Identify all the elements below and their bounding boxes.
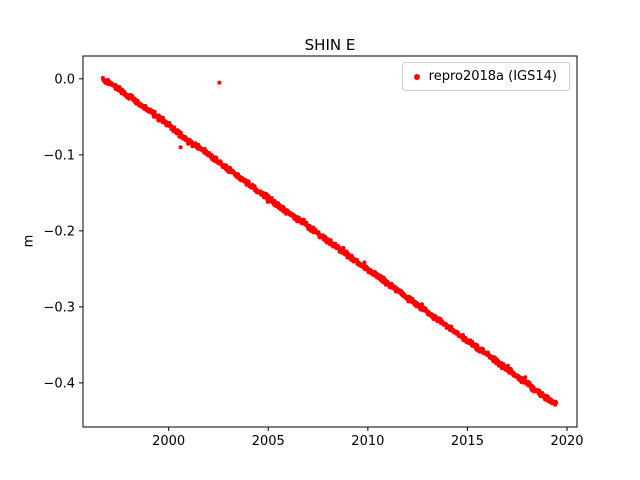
svg-text:−0.4: −0.4 — [43, 376, 75, 391]
svg-text:2010: 2010 — [351, 434, 384, 449]
legend-marker-icon — [413, 73, 420, 80]
svg-text:2000: 2000 — [152, 434, 185, 449]
axes: 2000 2005 2010 2015 2020 0.0 −0.1 −0.2 −0.3 −0.4 — [43, 55, 584, 449]
chart-title: SHIN E — [304, 36, 356, 54]
legend: repro2018a (IGS14) — [401, 62, 570, 91]
legend-label: repro2018a (IGS14) — [428, 69, 557, 84]
svg-text:−0.1: −0.1 — [43, 148, 75, 163]
svg-text:2005: 2005 — [252, 434, 285, 449]
svg-text:−0.2: −0.2 — [43, 224, 75, 239]
svg-text:0.0: 0.0 — [54, 72, 75, 87]
data-series-points — [100, 75, 559, 407]
svg-text:2020: 2020 — [550, 434, 583, 449]
svg-text:−0.3: −0.3 — [43, 300, 75, 315]
svg-text:2015: 2015 — [451, 434, 484, 449]
y-axis-label: m — [21, 234, 37, 248]
